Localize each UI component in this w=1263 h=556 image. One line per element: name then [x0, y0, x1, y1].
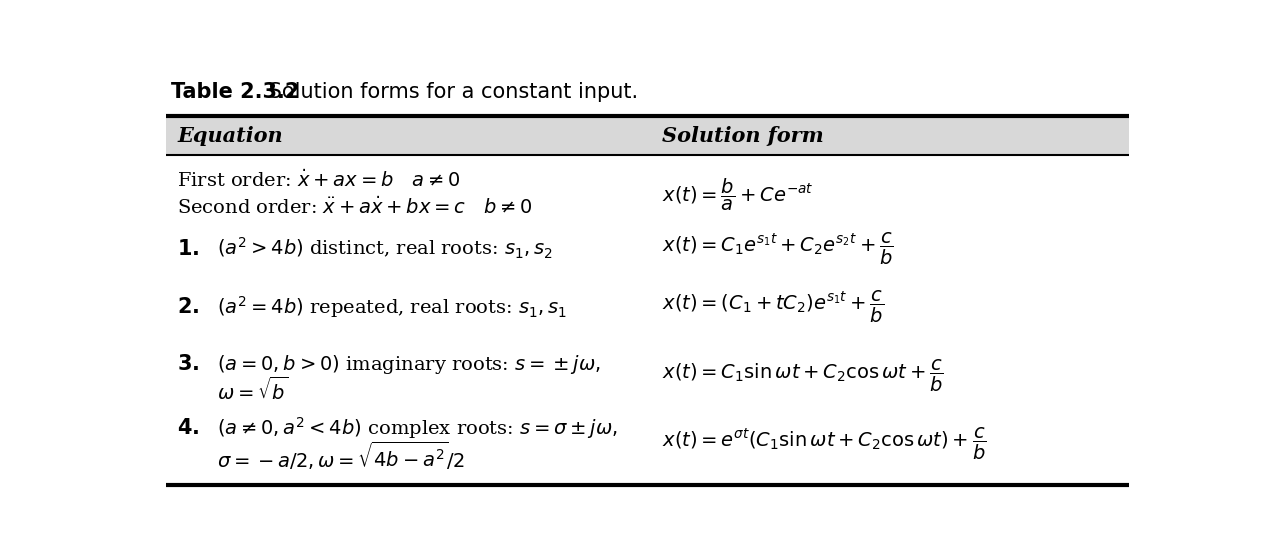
Text: $(a = 0, b > 0)$ imaginary roots: $s = \pm j\omega,$: $(a = 0, b > 0)$ imaginary roots: $s = \…	[217, 353, 600, 376]
Text: First order: $\dot{x} + ax = b \quad a \neq 0$: First order: $\dot{x} + ax = b \quad a \…	[177, 170, 461, 191]
Text: $\mathbf{4.}$: $\mathbf{4.}$	[177, 419, 200, 439]
Text: $\sigma = -a/2, \omega = \sqrt{4b - a^2}/2$: $\sigma = -a/2, \omega = \sqrt{4b - a^2}…	[217, 439, 465, 471]
Text: $\omega = \sqrt{b}$: $\omega = \sqrt{b}$	[217, 376, 288, 404]
Text: Equation: Equation	[177, 126, 283, 146]
Text: Solution forms for a constant input.: Solution forms for a constant input.	[261, 82, 638, 102]
Text: $x(t) = C_1 e^{s_1 t} + C_2 e^{s_2 t} + \dfrac{c}{b}$: $x(t) = C_1 e^{s_1 t} + C_2 e^{s_2 t} + …	[662, 231, 893, 267]
Text: $(a^2 > 4b)$ distinct, real roots: $s_1, s_2$: $(a^2 > 4b)$ distinct, real roots: $s_1,…	[217, 236, 552, 261]
Text: $\mathbf{2.}$: $\mathbf{2.}$	[177, 297, 200, 317]
Text: $(a \neq 0, a^2 < 4b)$ complex roots: $s = \sigma \pm j\omega,$: $(a \neq 0, a^2 < 4b)$ complex roots: $s…	[217, 415, 618, 441]
Text: Solution form: Solution form	[662, 126, 823, 146]
Text: $(a^2 = 4b)$ repeated, real roots: $s_1, s_1$: $(a^2 = 4b)$ repeated, real roots: $s_1,…	[217, 294, 567, 320]
Text: $\mathbf{1.}$: $\mathbf{1.}$	[177, 239, 200, 259]
Text: Second order: $\ddot{x} + a\dot{x} + bx = c \quad b \neq 0$: Second order: $\ddot{x} + a\dot{x} + bx …	[177, 196, 533, 218]
Text: Table 2.3.2: Table 2.3.2	[171, 82, 299, 102]
Text: $x(t) = (C_1 + tC_2)e^{s_1 t} + \dfrac{c}{b}$: $x(t) = (C_1 + tC_2)e^{s_1 t} + \dfrac{c…	[662, 289, 884, 325]
Bar	[165, 116, 1129, 155]
Text: $x(t) = \dfrac{b}{a} + Ce^{-at}$: $x(t) = \dfrac{b}{a} + Ce^{-at}$	[662, 177, 813, 213]
Text: $\mathbf{3.}$: $\mathbf{3.}$	[177, 354, 200, 374]
Text: $x(t) = e^{\sigma t}(C_1 \sin \omega t + C_2 \cos \omega t) + \dfrac{c}{b}$: $x(t) = e^{\sigma t}(C_1 \sin \omega t +…	[662, 426, 986, 463]
Text: $x(t) = C_1 \sin \omega t + C_2 \cos \omega t + \dfrac{c}{b}$: $x(t) = C_1 \sin \omega t + C_2 \cos \om…	[662, 358, 943, 394]
